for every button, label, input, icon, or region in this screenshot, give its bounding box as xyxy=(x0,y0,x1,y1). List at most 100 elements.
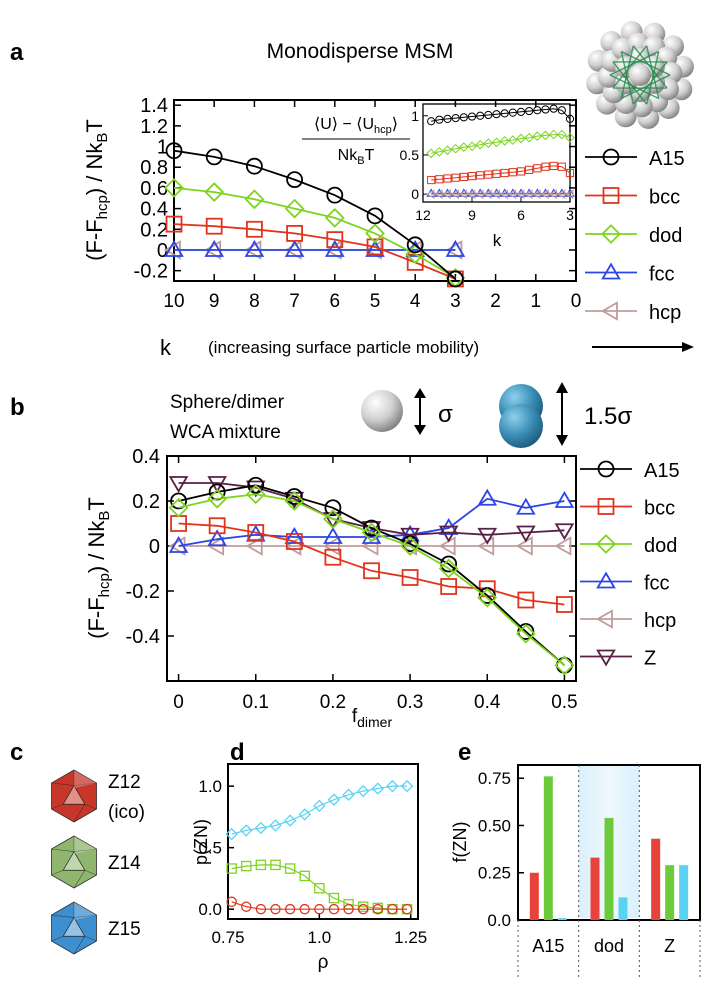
z15-point xyxy=(371,782,385,795)
a15-point xyxy=(326,186,344,204)
plot-b-xaxis: 0 0.1 0.2 0.3 0.4 0.5 xyxy=(173,456,578,713)
inset-ytick-label: 0.5 xyxy=(400,147,420,163)
a15-point xyxy=(366,207,384,225)
xtick-label: 0.1 xyxy=(243,692,269,713)
inset-bcc-point xyxy=(459,172,468,182)
z12-point xyxy=(284,903,296,915)
legend-b: A15 bcc dod fcc hcp Z xyxy=(580,460,680,670)
inset-dod-point xyxy=(491,137,502,148)
dod-point xyxy=(323,509,343,529)
series-dod-line xyxy=(178,493,565,666)
legend-fcc-marker xyxy=(596,571,616,589)
polyhedron-facet xyxy=(62,784,86,805)
xtick-label: 0.75 xyxy=(211,928,244,947)
dod-point xyxy=(324,208,345,228)
category-z-label: Z xyxy=(664,936,675,956)
polyhedron-z12-sublabel: (ico) xyxy=(108,802,145,823)
z12-point xyxy=(328,903,340,915)
legend-dod-label: dod xyxy=(649,225,682,247)
plot-d-frame xyxy=(227,763,419,920)
polyhedron-z12-icon xyxy=(51,769,97,823)
hcp-point xyxy=(245,536,263,556)
legend-fcc-marker xyxy=(601,262,621,280)
polyhedron-edge xyxy=(73,870,86,889)
z-point xyxy=(400,527,420,545)
polyhedron-z12-label: Z12 xyxy=(108,772,141,793)
ytick-label: 0.2 xyxy=(132,491,160,513)
plot-b-series xyxy=(168,476,575,676)
plot-a-series xyxy=(163,142,466,288)
plot-d-series xyxy=(225,779,414,915)
polyhedron-z14-label: Z14 xyxy=(108,853,141,874)
panel-a-title: Monodisperse MSM xyxy=(267,40,454,63)
inset-dod-point xyxy=(426,148,437,159)
inset-dod-point xyxy=(524,132,535,143)
inset-bcc-point xyxy=(525,165,534,174)
polyhedron-edge xyxy=(73,782,97,786)
a15-point xyxy=(406,236,424,254)
xtick-label: 1.0 xyxy=(308,928,332,947)
panel-e: e 0.75 0.50 0.25 0.0 A15 dod Z f(ZN) xyxy=(450,739,701,980)
ytick-label: -0.2 xyxy=(126,581,160,603)
plot-d-xlabel: ρ xyxy=(318,952,329,973)
inset-a15-point xyxy=(516,107,526,116)
inset-bcc-point xyxy=(492,169,501,178)
z14-point xyxy=(328,892,340,904)
legend-a15-marker xyxy=(602,148,620,166)
inset-a15-point xyxy=(484,110,493,120)
a15-point xyxy=(247,476,265,494)
panel-b-label: b xyxy=(10,394,25,421)
polyhedron-edge xyxy=(73,848,97,852)
inset-bcc-point xyxy=(541,162,550,171)
xtick-label: 0.2 xyxy=(320,692,346,713)
dimer-size-label: 1.5σ xyxy=(584,403,632,430)
z12-point xyxy=(270,903,281,915)
cluster-bond xyxy=(620,51,635,105)
inset: ⟨U⟩ − ⟨Uhcp⟩ NkBT 10.50 12 9 6 3 k xyxy=(302,103,575,250)
fcc-point xyxy=(204,239,225,257)
xtick-label: 8 xyxy=(249,291,260,312)
cluster-bond xyxy=(612,45,648,89)
ytick-label: 0.75 xyxy=(478,769,511,788)
inset-ytick-label: 1 xyxy=(411,108,419,124)
ytick-label: 0.0 xyxy=(198,900,222,919)
polyhedra: Z12 (ico) Z14 Z15 xyxy=(51,769,145,955)
dod-point xyxy=(400,536,420,556)
fcc-point xyxy=(207,529,227,547)
bar-z-z15 xyxy=(679,865,689,920)
hcp-point xyxy=(554,536,572,556)
series-z12-line xyxy=(231,901,407,910)
inset-a15-point xyxy=(467,112,477,121)
series-a15-line xyxy=(178,484,565,666)
hcp-point xyxy=(361,536,379,556)
bcc-point xyxy=(286,225,304,242)
z-point xyxy=(477,527,498,545)
polyhedron-edge xyxy=(51,803,64,810)
inset-bcc-point xyxy=(427,175,436,185)
plot-e-categories: A15 dod Z xyxy=(517,765,701,980)
fcc-point xyxy=(445,239,466,257)
bcc-point xyxy=(205,217,223,235)
legend-bcc-label: bcc xyxy=(644,498,675,520)
legend-bcc-marker xyxy=(597,498,615,515)
cluster-bond xyxy=(612,61,648,105)
inset-hcp-point xyxy=(475,189,484,199)
hcp-point xyxy=(445,240,463,260)
z15-point xyxy=(356,784,370,798)
xtick-label: 9 xyxy=(209,291,220,312)
inset-a15-point xyxy=(549,104,558,113)
ytick-label: 0.6 xyxy=(140,178,168,200)
z15-point xyxy=(269,819,282,832)
inset-a15-point xyxy=(492,110,501,119)
xtick-label: 1 xyxy=(531,291,542,312)
inset-hcp-point xyxy=(516,189,525,199)
cluster-bond xyxy=(609,74,660,100)
inset-a15-point xyxy=(541,105,550,114)
inset-hcp-point xyxy=(483,189,492,199)
panel-a-label: a xyxy=(10,39,24,66)
a15-point xyxy=(286,171,304,189)
z15-point xyxy=(298,808,311,821)
inset-bcc-point xyxy=(516,167,526,176)
polyhedron-edge xyxy=(51,914,75,918)
xtick-label: 10 xyxy=(163,291,184,312)
